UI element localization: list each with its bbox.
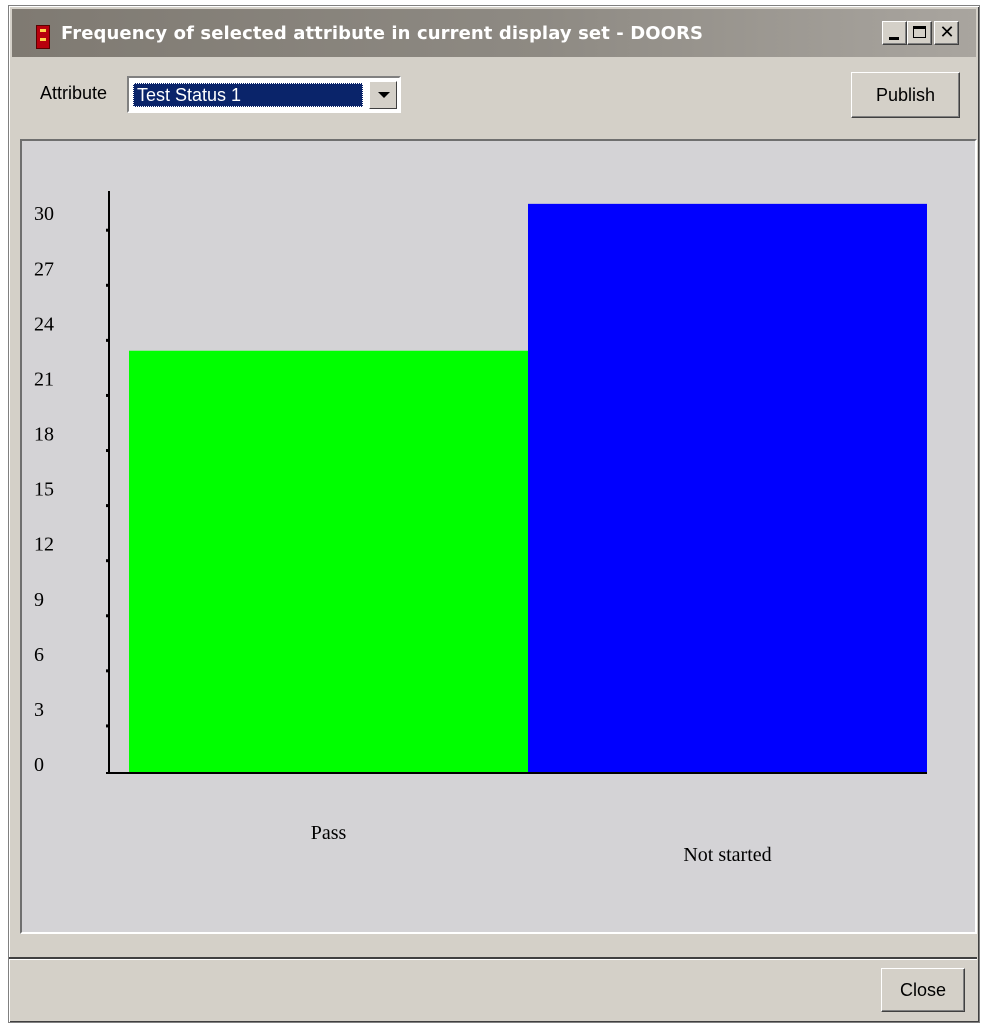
y-tick-label: 21 bbox=[34, 368, 54, 390]
close-button[interactable]: Close bbox=[881, 968, 965, 1012]
y-tick-label: 24 bbox=[34, 313, 54, 335]
y-tick-label: 9 bbox=[34, 589, 44, 611]
x-tick-label: Pass bbox=[311, 822, 347, 844]
bar-pass bbox=[129, 350, 528, 773]
y-tick-label: 15 bbox=[34, 479, 54, 501]
chevron-down-icon bbox=[378, 92, 390, 98]
y-tick-label: 18 bbox=[34, 424, 54, 446]
minimize-button[interactable] bbox=[882, 21, 907, 45]
publish-button[interactable]: Publish bbox=[851, 72, 960, 118]
close-icon: ✕ bbox=[939, 22, 955, 43]
y-tick-label: 12 bbox=[34, 534, 54, 556]
bar-chart: 0 3 6 9 12 15 18 21 24 27 30 Pass Not started bbox=[34, 191, 927, 866]
title-bar[interactable]: Frequency of selected attribute in curre… bbox=[12, 9, 976, 57]
dropdown-arrow-button[interactable] bbox=[369, 81, 397, 109]
maximize-icon bbox=[913, 26, 926, 38]
attribute-dropdown[interactable]: Test Status 1 bbox=[127, 76, 401, 113]
close-window-button[interactable]: ✕ bbox=[934, 21, 959, 45]
attribute-dropdown-value[interactable]: Test Status 1 bbox=[133, 83, 363, 107]
doors-app-icon[interactable] bbox=[36, 25, 50, 49]
dialog-window: Frequency of selected attribute in curre… bbox=[8, 5, 980, 1023]
y-tick-label: 6 bbox=[34, 644, 44, 666]
maximize-button[interactable] bbox=[907, 21, 932, 45]
x-tick-label: Not started bbox=[683, 844, 771, 866]
footer-separator bbox=[9, 957, 977, 960]
minimize-icon bbox=[889, 37, 899, 40]
window-title: Frequency of selected attribute in curre… bbox=[61, 23, 704, 44]
y-tick-label: 3 bbox=[34, 699, 44, 721]
y-tick-label: 30 bbox=[34, 203, 54, 225]
y-tick-label: 0 bbox=[34, 754, 44, 776]
y-tick-label: 27 bbox=[34, 258, 54, 280]
bar-not-started bbox=[528, 203, 927, 773]
attribute-label: Attribute bbox=[40, 83, 108, 103]
chart-panel: 0 3 6 9 12 15 18 21 24 27 30 Pass Not started bbox=[20, 139, 977, 934]
